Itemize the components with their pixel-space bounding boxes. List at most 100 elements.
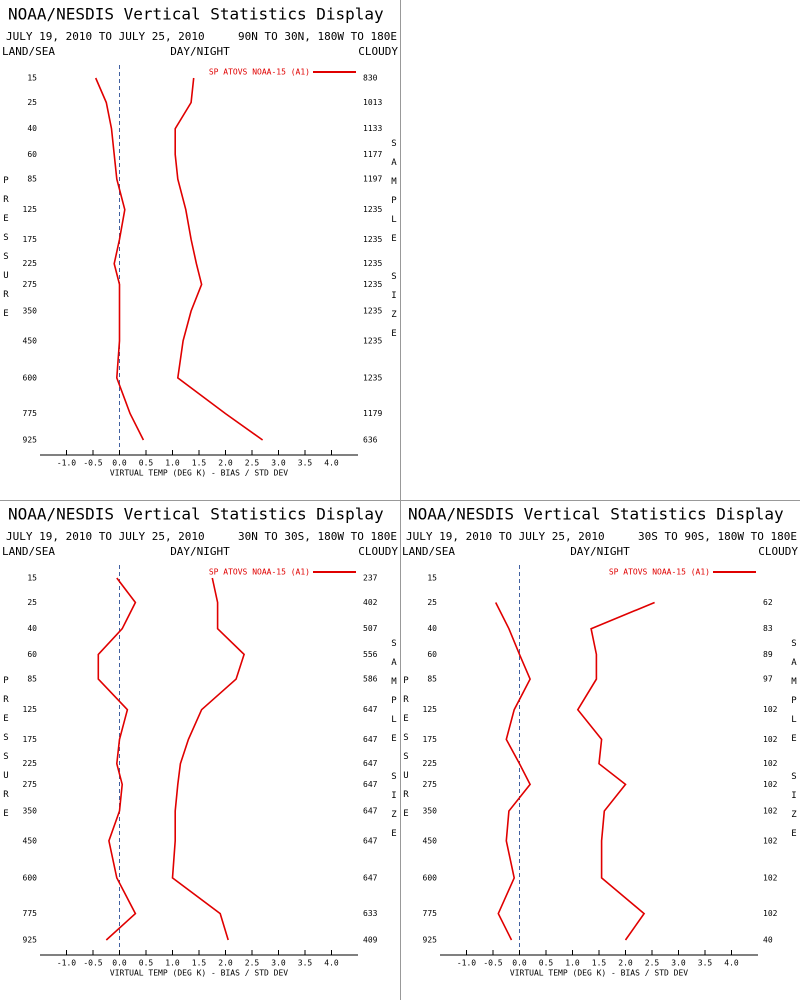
- std-dev-line: [171, 577, 246, 941]
- y-tick-label: 450: [23, 836, 38, 845]
- x-tick-label: -1.0: [57, 459, 76, 468]
- sample-size-label: 647: [363, 735, 378, 744]
- sample-size-label: 62: [763, 598, 773, 607]
- sample-size-label: 647: [363, 759, 378, 768]
- region: 30S TO 90S, 180W TO 180E: [638, 530, 797, 543]
- x-tick-label: 3.0: [271, 459, 286, 468]
- y-tick-label: 175: [423, 735, 438, 744]
- y-tick-label: 275: [23, 280, 38, 289]
- x-tick-label: 2.5: [245, 959, 260, 968]
- sample-size-label: 507: [363, 624, 378, 633]
- x-tick-label: 1.5: [592, 959, 607, 968]
- x-tick-label: 1.0: [165, 959, 180, 968]
- sample-size-label: 556: [363, 650, 378, 659]
- sample-size-label: 647: [363, 806, 378, 815]
- sample-size-label: 647: [363, 780, 378, 789]
- sample-size-label: 1235: [363, 205, 382, 214]
- sample-size-label: 1235: [363, 373, 382, 382]
- x-tick-label: -0.5: [483, 959, 502, 968]
- y-tick-label: 350: [23, 806, 38, 815]
- sample-size-label: 1013: [363, 98, 382, 107]
- y-axis-title: PRESSURE: [401, 676, 411, 828]
- y-tick-label: 125: [423, 705, 438, 714]
- chart-title: NOAA/NESDIS Vertical Statistics Display: [408, 505, 784, 524]
- sample-size-label: 1235: [363, 280, 382, 289]
- y2-axis-title: SAMPLE SIZE: [389, 139, 399, 348]
- sample-size-label: 89: [763, 650, 773, 659]
- cloudy: CLOUDY: [758, 545, 798, 558]
- land-sea: LAND/SEA: [2, 545, 55, 558]
- x-tick-label: -1.0: [57, 959, 76, 968]
- x-tick-label: 0.0: [512, 959, 527, 968]
- x-axis-title: VIRTUAL TEMP (DEG K) - BIAS / STD DEV: [110, 969, 288, 978]
- y-tick-label: 125: [23, 705, 38, 714]
- sample-size-label: 102: [763, 780, 778, 789]
- legend-label: SP ATOVS NOAA-15 (A1): [209, 68, 310, 77]
- x-tick-label: 1.0: [165, 459, 180, 468]
- sample-size-label: 102: [763, 909, 778, 918]
- y-tick-label: 40: [427, 624, 437, 633]
- x-axis-title: VIRTUAL TEMP (DEG K) - BIAS / STD DEV: [510, 969, 688, 978]
- y-tick-label: 450: [423, 836, 438, 845]
- sample-size-label: 402: [363, 598, 378, 607]
- y-tick-label: 25: [27, 598, 37, 607]
- y-tick-label: 15: [27, 574, 37, 583]
- y-tick-label: 775: [23, 909, 38, 918]
- sample-size-label: 636: [363, 436, 378, 445]
- sample-size-label: 102: [763, 873, 778, 882]
- y-tick-label: 225: [23, 259, 38, 268]
- sample-size-label: 1179: [363, 409, 382, 418]
- sample-size-label: 1235: [363, 306, 382, 315]
- y-tick-label: 925: [423, 936, 438, 945]
- sample-size-label: 102: [763, 759, 778, 768]
- y-tick-label: 600: [423, 873, 438, 882]
- y-tick-label: 15: [27, 74, 37, 83]
- y-tick-label: 600: [23, 373, 38, 382]
- region: 30N TO 30S, 180W TO 180E: [238, 530, 397, 543]
- y-tick-label: 775: [423, 909, 438, 918]
- y-tick-label: 85: [427, 675, 437, 684]
- y-tick-label: 450: [23, 336, 38, 345]
- x-tick-label: 0.5: [139, 459, 154, 468]
- y-tick-label: 925: [23, 936, 38, 945]
- sample-size-label: 633: [363, 909, 378, 918]
- legend-label: SP ATOVS NOAA-15 (A1): [609, 568, 710, 577]
- chart-title: NOAA/NESDIS Vertical Statistics Display: [8, 5, 384, 24]
- sample-size-label: 83: [763, 624, 773, 633]
- y-tick-label: 175: [23, 735, 38, 744]
- sample-size-label: 1235: [363, 336, 382, 345]
- y-tick-label: 275: [23, 780, 38, 789]
- land-sea: LAND/SEA: [402, 545, 455, 558]
- y-tick-label: 600: [23, 873, 38, 882]
- x-tick-label: 3.5: [298, 959, 313, 968]
- x-tick-label: 3.5: [698, 959, 713, 968]
- sample-size-label: 647: [363, 836, 378, 845]
- y-tick-label: 225: [23, 759, 38, 768]
- sample-size-label: 102: [763, 705, 778, 714]
- day-night: DAY/NIGHT: [170, 45, 230, 58]
- sample-size-label: 1177: [363, 150, 382, 159]
- x-tick-label: 4.0: [724, 959, 739, 968]
- land-sea: LAND/SEA: [2, 45, 55, 58]
- y-tick-label: 60: [27, 150, 37, 159]
- y-tick-label: 125: [23, 205, 38, 214]
- chart-title: NOAA/NESDIS Vertical Statistics Display: [8, 505, 384, 524]
- legend-label: SP ATOVS NOAA-15 (A1): [209, 568, 310, 577]
- sample-size-label: 102: [763, 735, 778, 744]
- bias-line: [97, 577, 137, 941]
- sample-size-label: 647: [363, 705, 378, 714]
- x-tick-label: -0.5: [83, 459, 102, 468]
- region: 90N TO 30N, 180W TO 180E: [238, 30, 397, 43]
- date-range: JULY 19, 2010 TO JULY 25, 2010: [406, 530, 605, 543]
- x-tick-label: 2.0: [218, 959, 233, 968]
- x-tick-label: 0.5: [539, 959, 554, 968]
- sample-size-label: 830: [363, 74, 378, 83]
- y-tick-label: 925: [23, 436, 38, 445]
- y-tick-label: 25: [427, 598, 437, 607]
- y-tick-label: 225: [423, 759, 438, 768]
- sample-size-label: 409: [363, 936, 378, 945]
- x-tick-label: 2.5: [645, 959, 660, 968]
- sample-size-label: 237: [363, 574, 378, 583]
- sample-size-label: 1235: [363, 259, 382, 268]
- std-dev-line: [174, 77, 264, 441]
